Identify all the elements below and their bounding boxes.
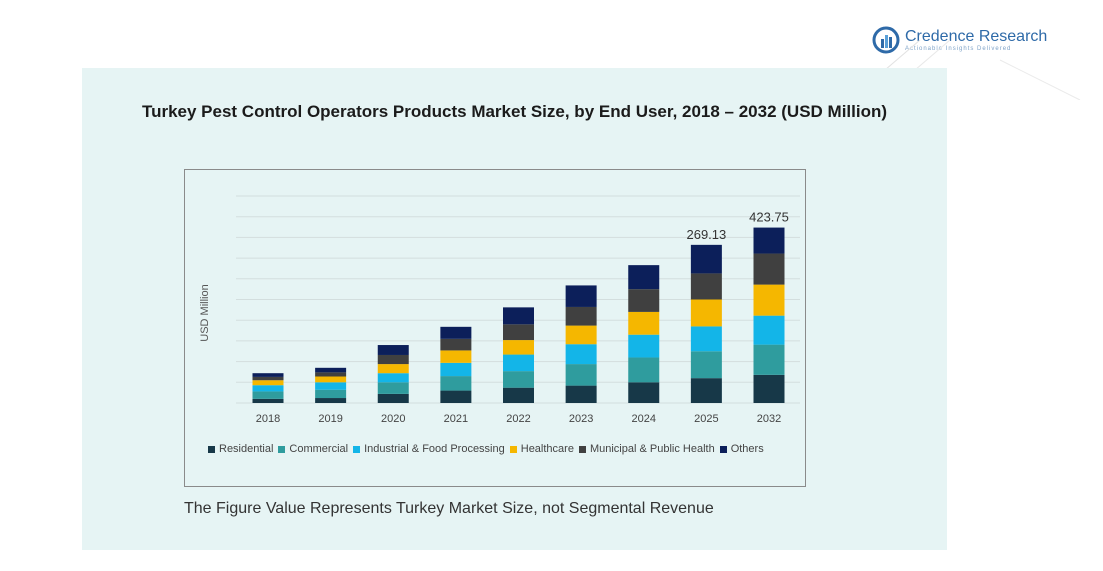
bar-segment (377, 382, 409, 394)
bar-segment (753, 315, 785, 345)
bar-segment (753, 344, 785, 375)
bar-segment (753, 253, 785, 285)
legend-item: Commercial (278, 443, 348, 455)
bar-segment (252, 380, 284, 386)
legend-label: Industrial & Food Processing (364, 443, 505, 455)
bar-segment (628, 357, 660, 383)
x-tick-label: 2025 (694, 413, 718, 425)
bar-segment (440, 350, 472, 363)
legend-swatch (278, 445, 286, 453)
x-tick-label: 2020 (381, 413, 405, 425)
bar-segment (315, 367, 347, 373)
chart-legend: Residential Commercial Industrial & Food P… (208, 443, 769, 455)
x-tick-label: 2022 (506, 413, 530, 425)
legend-swatch (353, 445, 361, 453)
bar-segment (753, 374, 785, 403)
bar-segment (440, 376, 472, 391)
bar-segment (440, 362, 472, 377)
legend-item: Residential (208, 443, 273, 455)
total-data-label: 423.75 (749, 210, 789, 225)
bar-segment (315, 382, 347, 390)
bar-segment (503, 354, 534, 372)
bar-segment (503, 324, 534, 341)
bar-segment (565, 344, 597, 365)
y-axis-label: USD Million (199, 284, 211, 341)
legend-label: Commercial (289, 443, 349, 455)
legend-label: Others (730, 443, 764, 455)
bar-segment (628, 311, 660, 335)
bar-segment (252, 373, 284, 377)
bar-segment (690, 299, 722, 327)
brand-tagline: Actionable Insights Delivered (905, 45, 1012, 52)
bar-segment (565, 285, 597, 307)
bar-segment (628, 382, 660, 403)
bar-segment (565, 306, 597, 326)
bar-segment (315, 398, 347, 403)
bar-segment (753, 227, 785, 254)
x-tick-label: 2019 (318, 413, 342, 425)
bar-segment (252, 398, 284, 403)
legend-swatch (509, 445, 517, 453)
legend-label: Residential (219, 443, 274, 455)
bar-segment (690, 378, 722, 403)
bar-segment (377, 364, 409, 374)
footnote: The Figure Value Represents Turkey Marke… (184, 500, 714, 517)
legend-label: Municipal & Public Health (589, 443, 715, 455)
bar-segment (565, 364, 597, 386)
bar-segment (377, 354, 409, 365)
chart-title: Turkey Pest Control Operators Products M… (141, 102, 888, 121)
bar-segment (503, 340, 534, 355)
bar-segment (440, 326, 472, 339)
bar-segment (440, 390, 472, 403)
bar-segment (628, 334, 660, 358)
bar-segment (252, 385, 284, 392)
legend-swatch (208, 445, 215, 453)
x-tick-label: 2032 (757, 413, 781, 425)
brand-name: Credence Research (905, 27, 1048, 45)
bar-segment (690, 326, 722, 352)
bar-segment (753, 284, 785, 316)
bar-segment (690, 351, 722, 379)
bar-segment (377, 345, 409, 355)
x-tick-label: 2023 (569, 413, 593, 425)
bar-segment (690, 273, 722, 300)
bar-segment (315, 372, 347, 377)
bar-segment (565, 385, 597, 403)
bar-segment (377, 393, 409, 403)
logo-mark-icon (872, 26, 900, 54)
bar-segment (252, 376, 284, 381)
legend-swatch (719, 445, 727, 453)
bar-segment (565, 325, 597, 345)
bar-segment (315, 389, 347, 399)
bar-segment (690, 244, 722, 274)
legend-item: Healthcare (509, 443, 574, 455)
total-data-label: 269.13 (686, 227, 726, 242)
bar-segment (628, 289, 660, 312)
bar-segment (503, 387, 534, 403)
x-tick-label: 2021 (444, 413, 468, 425)
bar-segment (377, 373, 409, 383)
bar-segment (503, 307, 534, 325)
legend-label: Healthcare (520, 443, 574, 455)
legend-item: Others (719, 443, 764, 455)
credence-research-logo: Credence Research Actionable Insights De… (872, 26, 1047, 54)
legend-item: Municipal & Public Health (578, 443, 715, 455)
bar-segment (440, 338, 472, 351)
bar-segment (252, 391, 284, 399)
bar-segment (315, 376, 347, 383)
x-tick-label: 2024 (632, 413, 656, 425)
bar-segment (503, 371, 534, 388)
bar-segment (628, 265, 660, 290)
x-tick-label: 2018 (256, 413, 280, 425)
legend-item: Industrial & Food Processing (353, 443, 505, 455)
legend-swatch (578, 445, 586, 453)
